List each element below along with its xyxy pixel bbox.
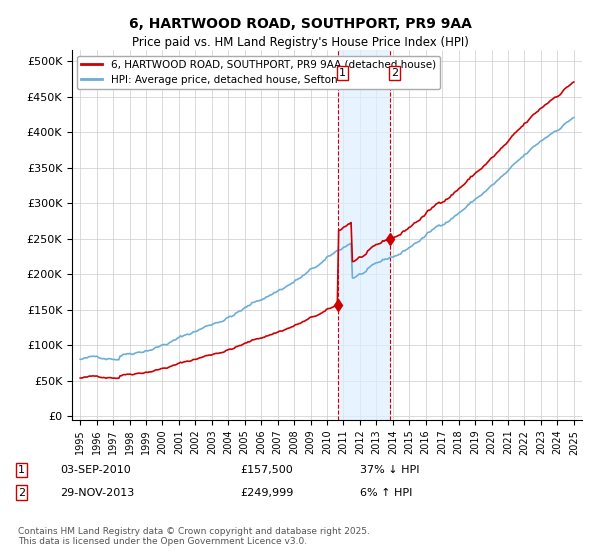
- Text: 6, HARTWOOD ROAD, SOUTHPORT, PR9 9AA: 6, HARTWOOD ROAD, SOUTHPORT, PR9 9AA: [128, 17, 472, 31]
- Text: 1: 1: [18, 465, 25, 475]
- Text: 29-NOV-2013: 29-NOV-2013: [60, 488, 134, 498]
- Text: £249,999: £249,999: [240, 488, 293, 498]
- Text: 2: 2: [391, 68, 398, 78]
- Text: 2: 2: [18, 488, 25, 498]
- Text: Price paid vs. HM Land Registry's House Price Index (HPI): Price paid vs. HM Land Registry's House …: [131, 36, 469, 49]
- Text: 6% ↑ HPI: 6% ↑ HPI: [360, 488, 412, 498]
- Text: 37% ↓ HPI: 37% ↓ HPI: [360, 465, 419, 475]
- Legend: 6, HARTWOOD ROAD, SOUTHPORT, PR9 9AA (detached house), HPI: Average price, detac: 6, HARTWOOD ROAD, SOUTHPORT, PR9 9AA (de…: [77, 55, 440, 89]
- Text: 1: 1: [339, 68, 346, 78]
- Bar: [338, 50, 390, 420]
- Text: Contains HM Land Registry data © Crown copyright and database right 2025.
This d: Contains HM Land Registry data © Crown c…: [18, 526, 370, 546]
- Text: £157,500: £157,500: [240, 465, 293, 475]
- Text: 03-SEP-2010: 03-SEP-2010: [60, 465, 131, 475]
